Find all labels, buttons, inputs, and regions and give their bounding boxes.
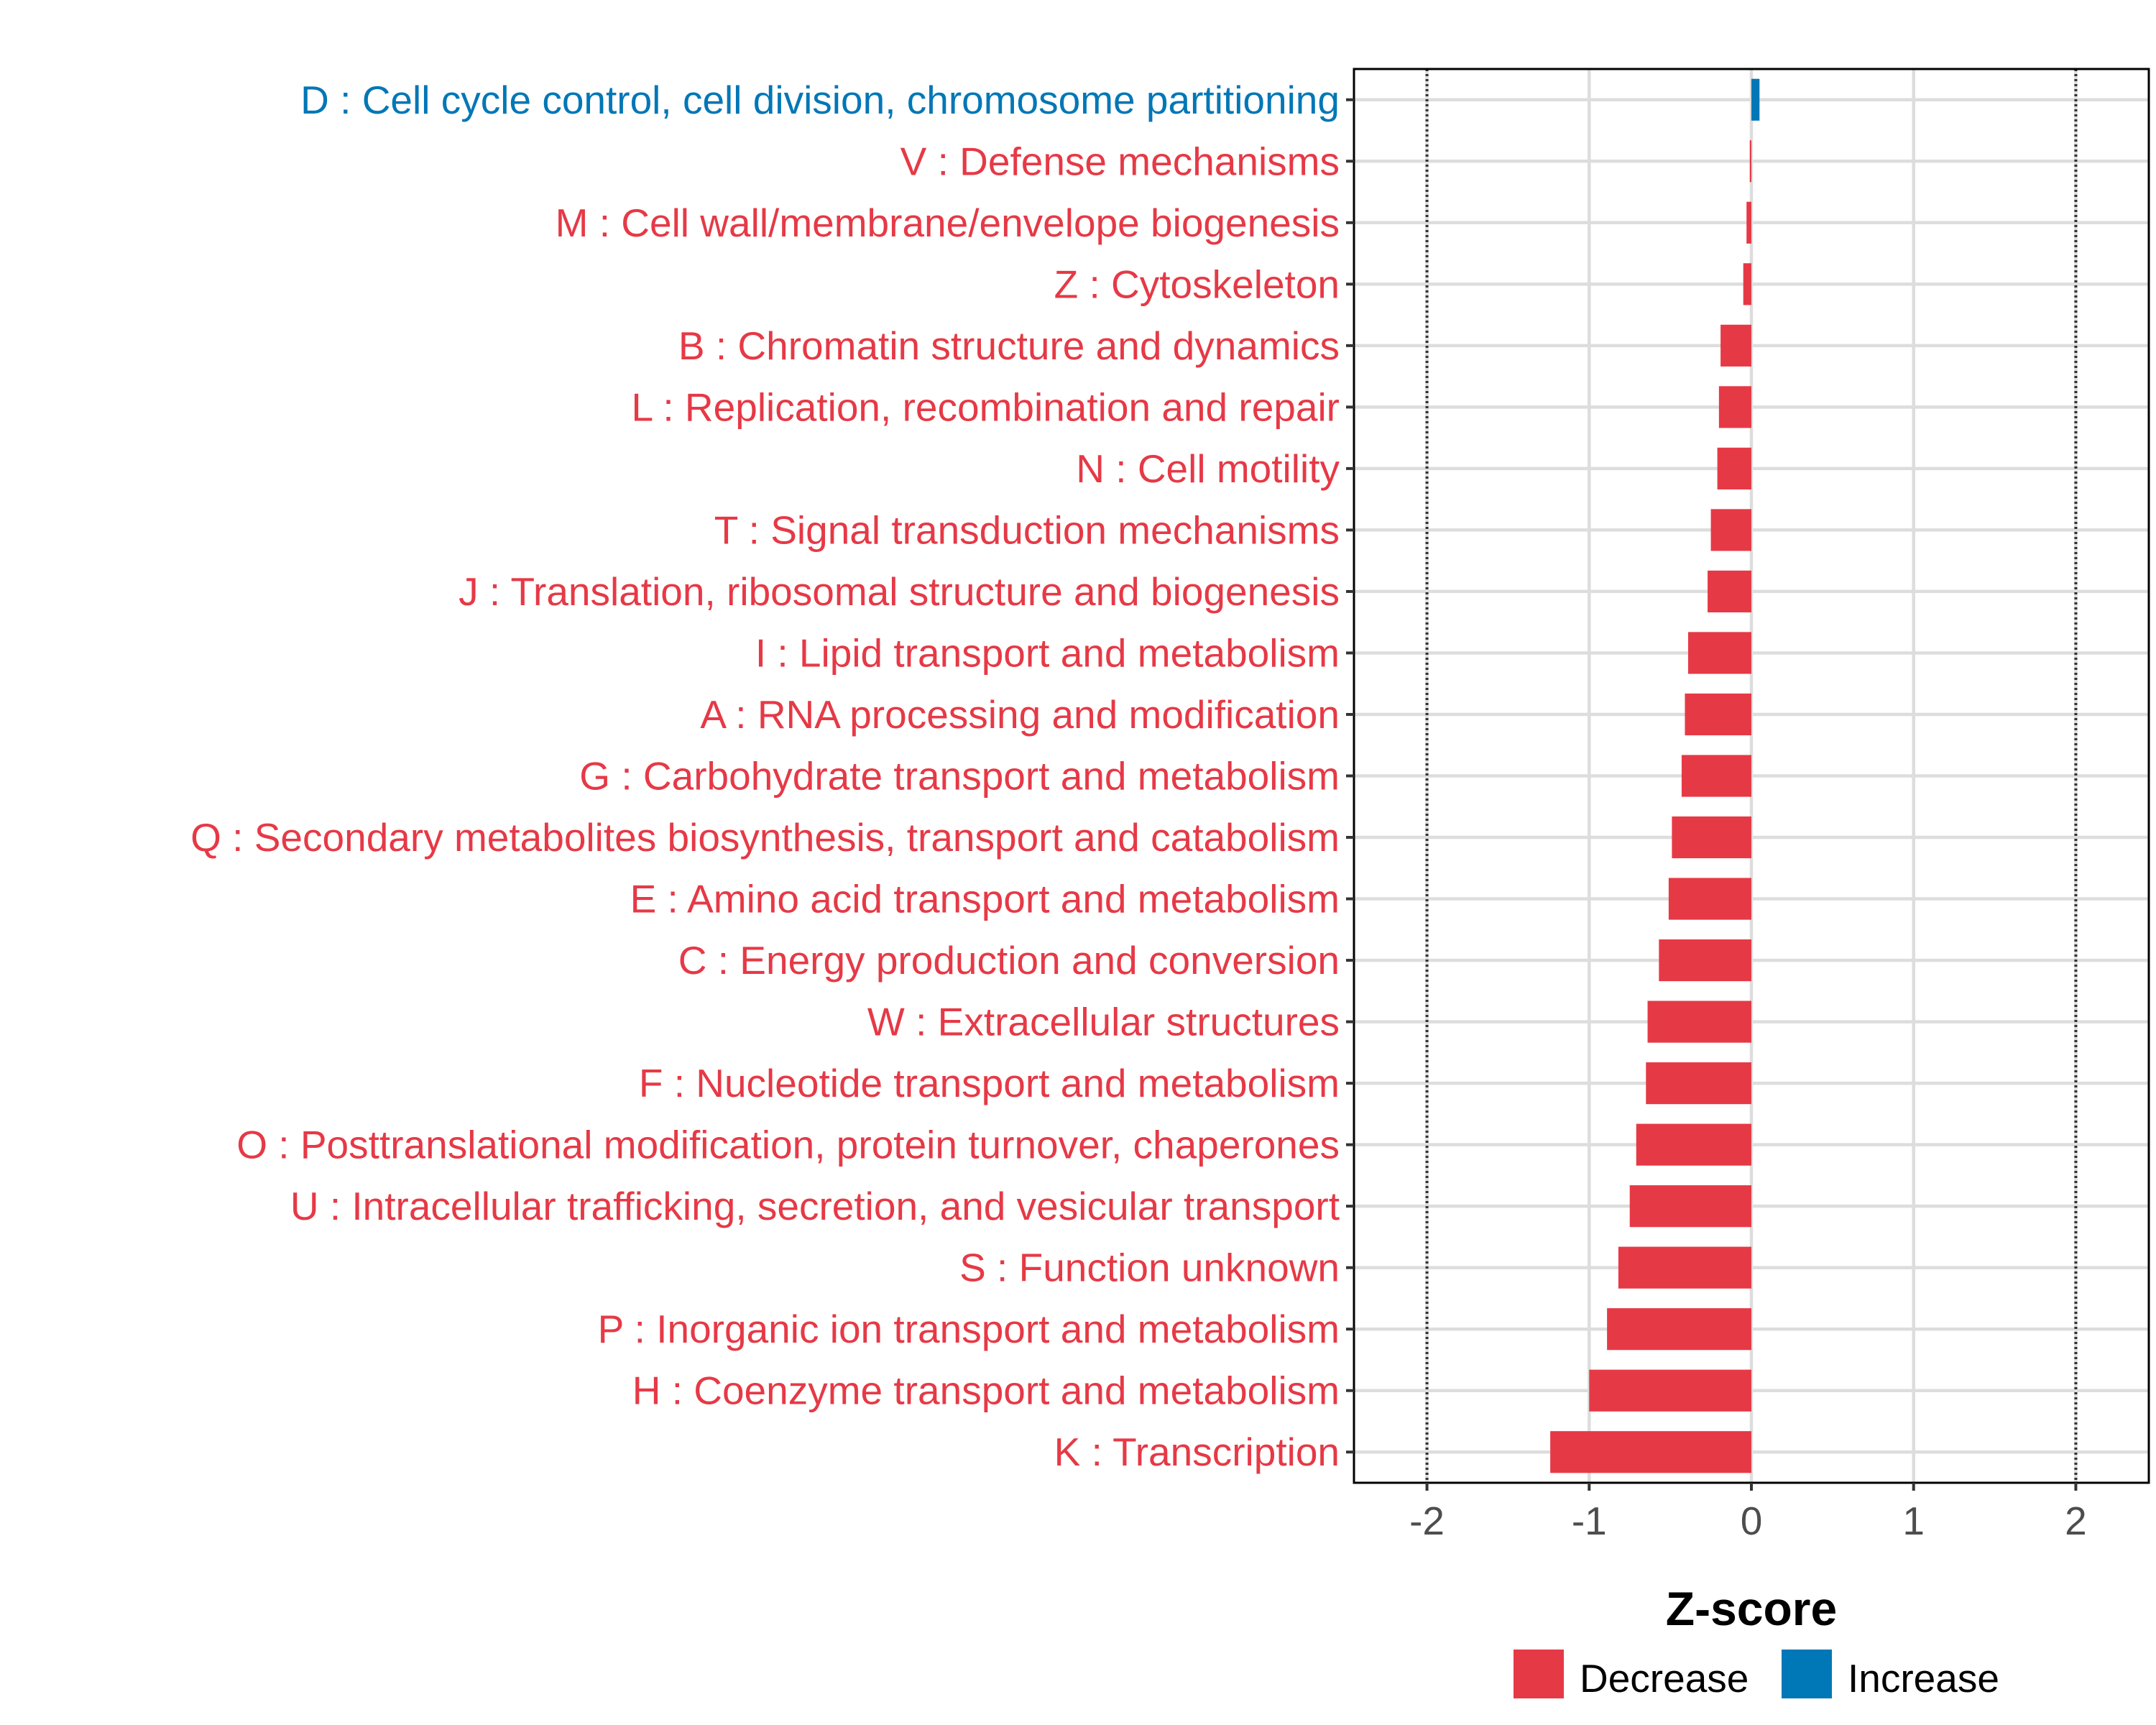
bar	[1749, 140, 1751, 183]
category-label: S : Function unknown	[959, 1246, 1340, 1290]
category-label: T : Signal transduction mechanisms	[714, 507, 1340, 552]
bar	[1668, 878, 1751, 920]
bar	[1718, 386, 1751, 428]
category-label: Z : Cytoskeleton	[1054, 262, 1340, 306]
category-label: G : Carbohydrate transport and metabolis…	[579, 754, 1340, 799]
x-tick-label: -2	[1409, 1499, 1445, 1543]
bar	[1629, 1185, 1751, 1228]
x-axis-ticks: -2 -1 0 1 2	[1409, 1483, 2087, 1543]
legend-key	[1514, 1650, 1564, 1698]
reference-lines	[1425, 69, 2078, 1483]
bar	[1708, 570, 1751, 613]
category-label: O : Posttranslational modification, prot…	[236, 1123, 1340, 1167]
category-label: H : Coenzyme transport and metabolism	[632, 1368, 1340, 1413]
bar	[1672, 816, 1751, 859]
bar	[1659, 939, 1751, 982]
bar	[1743, 263, 1751, 305]
x-tick-label: -1	[1572, 1499, 1607, 1543]
bar	[1636, 1123, 1751, 1166]
bar	[1647, 1000, 1751, 1043]
category-label: A : RNA processing and modification	[700, 692, 1340, 737]
bar	[1720, 324, 1751, 367]
bar	[1717, 447, 1751, 489]
category-label: E : Amino acid transport and metabolism	[630, 877, 1340, 921]
x-tick-label: 1	[1902, 1499, 1925, 1543]
category-label: L : Replication, recombination and repai…	[632, 385, 1340, 429]
bar	[1550, 1431, 1751, 1473]
x-tick-label: 0	[1741, 1499, 1763, 1543]
legend-label: Decrease	[1580, 1656, 1749, 1701]
bar	[1589, 1369, 1751, 1412]
category-label: V : Defense mechanisms	[900, 139, 1340, 183]
category-label: D : Cell cycle control, cell division, c…	[300, 78, 1340, 122]
bars	[1550, 78, 1760, 1473]
bar	[1685, 693, 1751, 736]
category-label: P : Inorganic ion transport and metaboli…	[598, 1307, 1340, 1351]
bar	[1618, 1246, 1751, 1289]
category-label: C : Energy production and conversion	[678, 938, 1340, 983]
category-label: Q : Secondary metabolites biosynthesis, …	[190, 815, 1340, 860]
bar	[1607, 1308, 1751, 1351]
category-label: I : Lipid transport and metabolism	[755, 630, 1340, 675]
legend-label: Increase	[1848, 1656, 1999, 1701]
y-axis-category-labels: D : Cell cycle control, cell division, c…	[190, 78, 1340, 1474]
category-label: B : Chromatin structure and dynamics	[678, 323, 1340, 368]
category-label: N : Cell motility	[1076, 446, 1340, 491]
bar	[1710, 509, 1751, 551]
x-tick-label: 2	[2065, 1499, 2087, 1543]
bar	[1751, 78, 1760, 121]
category-label: F : Nucleotide transport and metabolism	[639, 1061, 1340, 1105]
bar	[1746, 201, 1751, 244]
category-label: K : Transcription	[1054, 1430, 1340, 1474]
legend: Decrease Increase	[1514, 1650, 1999, 1701]
category-label: U : Intracellular trafficking, secretion…	[290, 1184, 1340, 1228]
bar	[1681, 755, 1751, 797]
bar	[1687, 632, 1751, 674]
y-axis-ticks	[1346, 98, 1354, 1454]
bar	[1646, 1062, 1751, 1105]
category-label: M : Cell wall/membrane/envelope biogenes…	[556, 201, 1340, 245]
category-label: W : Extracellular structures	[867, 1000, 1340, 1044]
x-axis-title: Z-score	[1666, 1582, 1837, 1635]
category-label: J : Translation, ribosomal structure and…	[459, 569, 1340, 614]
legend-key	[1782, 1650, 1832, 1698]
